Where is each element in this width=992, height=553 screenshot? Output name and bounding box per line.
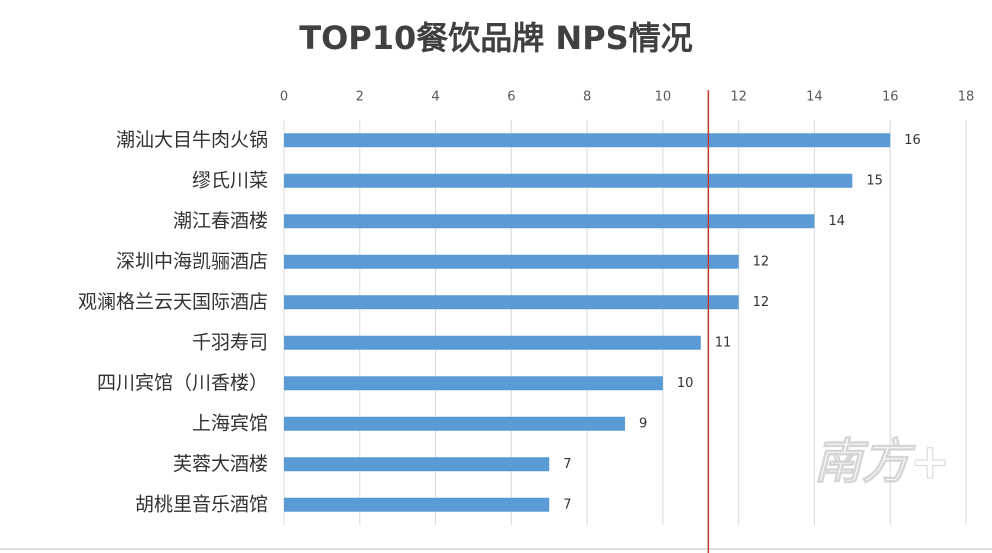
value-label: 10 [677, 376, 694, 391]
bar [284, 133, 891, 148]
x-tick-label: 6 [507, 90, 515, 105]
bar [284, 214, 815, 229]
x-tick-label: 4 [431, 90, 439, 105]
y-tick-label: 潮汕大目牛肉火锅 [116, 129, 268, 151]
value-label: 12 [753, 295, 770, 310]
x-tick-label: 18 [958, 90, 975, 105]
x-tick-label: 8 [583, 90, 591, 105]
bar [284, 497, 550, 512]
bar [284, 335, 701, 350]
bar [284, 295, 739, 310]
bar [284, 457, 550, 472]
value-label: 11 [715, 335, 732, 350]
y-tick-label: 深圳中海凯骊酒店 [116, 250, 268, 272]
value-label: 7 [563, 457, 571, 472]
chart-title: TOP10餐饮品牌 NPS情况 [299, 19, 692, 57]
y-tick-label: 四川宾馆（川香楼） [97, 372, 268, 394]
y-tick-label: 上海宾馆 [192, 412, 268, 434]
y-tick-label: 观澜格兰云天国际酒店 [78, 291, 268, 313]
value-label: 16 [904, 133, 921, 148]
y-tick-label: 芙蓉大酒楼 [173, 453, 268, 475]
y-tick-label: 缪氏川菜 [192, 169, 268, 191]
bar [284, 254, 739, 269]
x-tick-label: 12 [730, 90, 747, 105]
value-label: 7 [563, 497, 571, 512]
x-tick-label: 16 [882, 90, 899, 105]
value-label: 12 [753, 254, 770, 269]
watermark: 南方+ [814, 434, 950, 490]
value-label: 15 [866, 173, 883, 188]
x-tick-label: 2 [356, 90, 364, 105]
bar [284, 376, 663, 391]
x-tick-label: 10 [655, 90, 672, 105]
y-tick-label: 千羽寿司 [192, 331, 268, 353]
x-tick-label: 14 [806, 90, 823, 105]
value-label: 9 [639, 416, 647, 431]
bar [284, 173, 853, 188]
value-label: 14 [828, 214, 845, 229]
x-tick-label: 0 [280, 90, 288, 105]
y-tick-label: 胡桃里音乐酒馆 [135, 493, 268, 515]
bar [284, 416, 625, 431]
y-tick-label: 潮江春酒楼 [173, 210, 268, 232]
